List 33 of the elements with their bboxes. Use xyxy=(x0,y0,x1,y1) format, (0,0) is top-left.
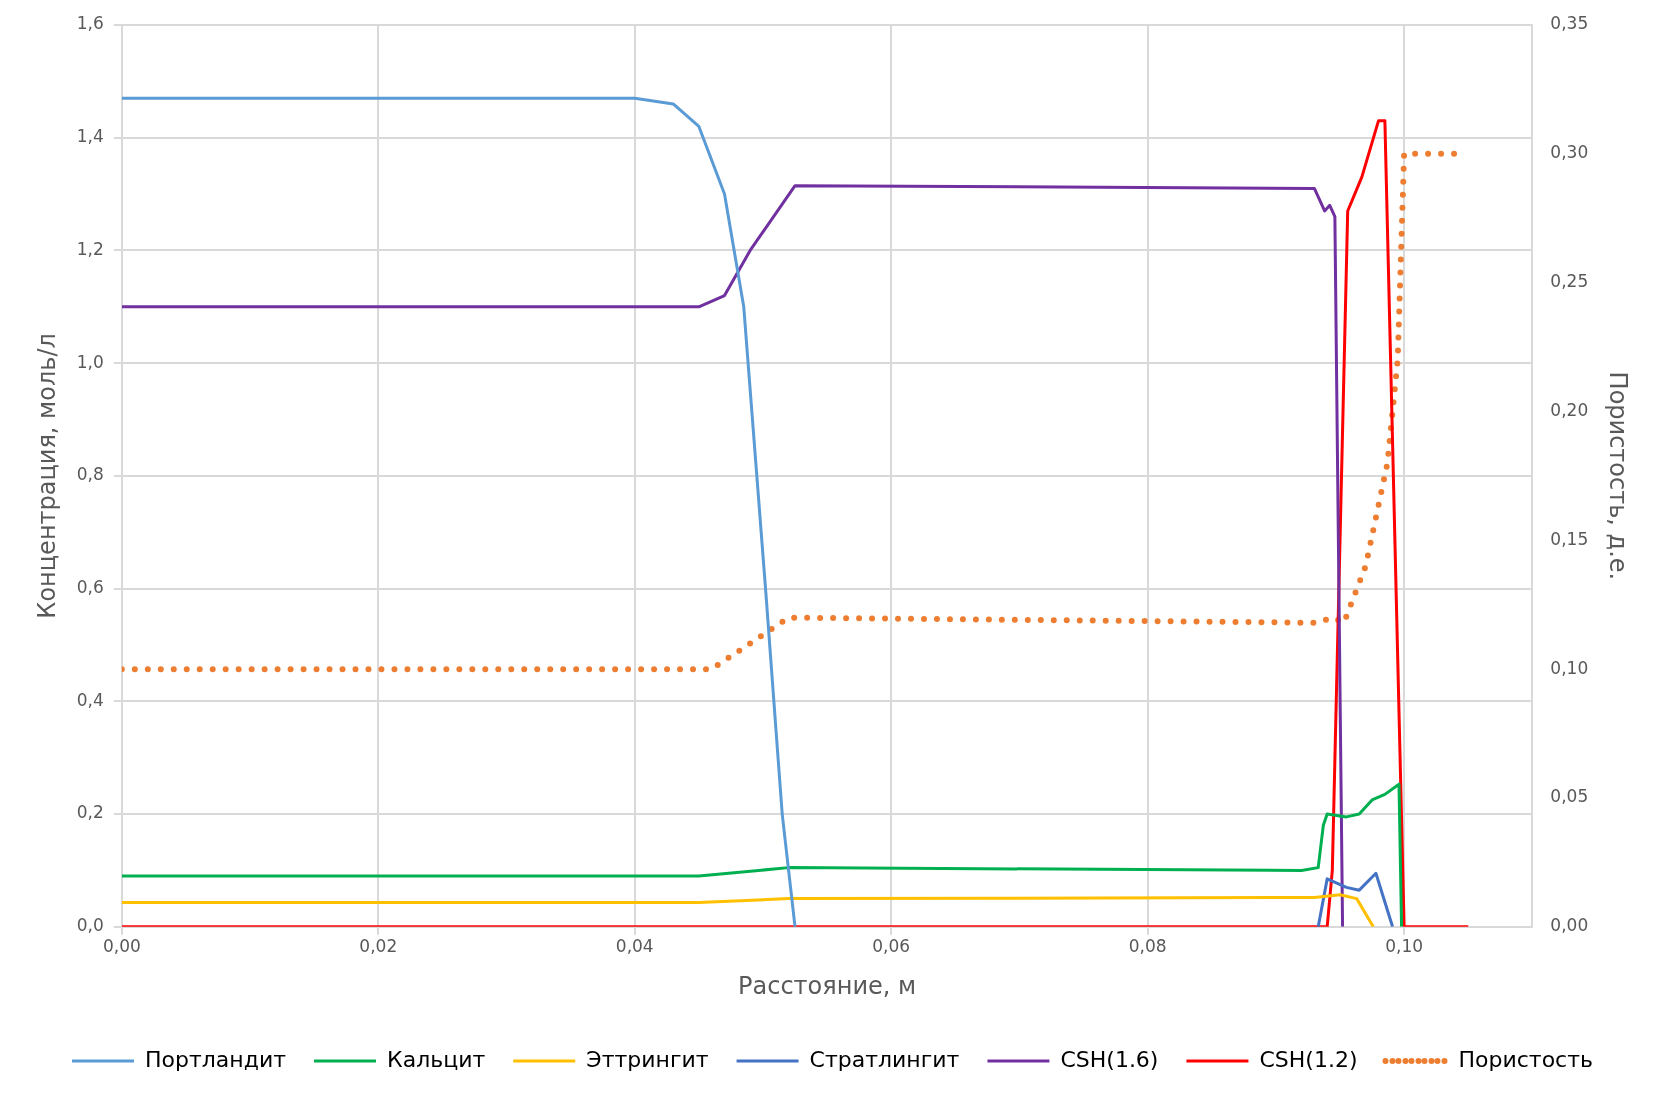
legend-label: Эттрингит xyxy=(586,1046,709,1072)
y-tick-label: 0,4 xyxy=(76,689,104,710)
x-tick-label: 0,00 xyxy=(102,936,141,957)
y-tick-label: 0,6 xyxy=(76,577,104,598)
x-tick-label: 0,02 xyxy=(359,936,398,957)
y2-tick-label: 0,15 xyxy=(1550,528,1589,549)
y2-tick-label: 0,35 xyxy=(1550,13,1589,34)
y-tick-label: 0,0 xyxy=(76,915,104,936)
legend-label: CSH(1.2) xyxy=(1259,1046,1358,1072)
legend-label: Стратлингит xyxy=(809,1046,960,1072)
x-tick-label: 0,06 xyxy=(872,936,911,957)
y2-tick-label: 0,20 xyxy=(1550,399,1589,420)
y2-tick-label: 0,05 xyxy=(1550,786,1589,807)
x-tick-label: 0,08 xyxy=(1128,936,1167,957)
y-tick-label: 1,0 xyxy=(76,351,104,372)
y-tick-label: 0,2 xyxy=(76,802,104,823)
legend-label: CSH(1.6) xyxy=(1060,1046,1159,1072)
legend-label: Портландит xyxy=(145,1046,287,1072)
y2-tick-label: 0,30 xyxy=(1550,142,1589,163)
y-tick-label: 1,4 xyxy=(76,126,104,147)
x-tick-label: 0,04 xyxy=(615,936,654,957)
x-axis-title: Расстояние, м xyxy=(738,971,917,1000)
y-tick-label: 1,6 xyxy=(76,13,104,34)
x-tick-label: 0,10 xyxy=(1385,936,1424,957)
legend-label: Пористость xyxy=(1458,1046,1593,1072)
y2-axis-title: Пористость, д.е. xyxy=(1604,371,1633,581)
y2-tick-label: 0,25 xyxy=(1550,271,1589,292)
y-axis-title: Концентрация, моль/л xyxy=(32,333,61,619)
y-tick-label: 1,2 xyxy=(76,238,104,259)
legend-label: Кальцит xyxy=(387,1046,486,1072)
y2-tick-label: 0,00 xyxy=(1550,915,1589,936)
y-tick-label: 0,8 xyxy=(76,464,104,485)
y2-tick-label: 0,10 xyxy=(1550,657,1589,678)
